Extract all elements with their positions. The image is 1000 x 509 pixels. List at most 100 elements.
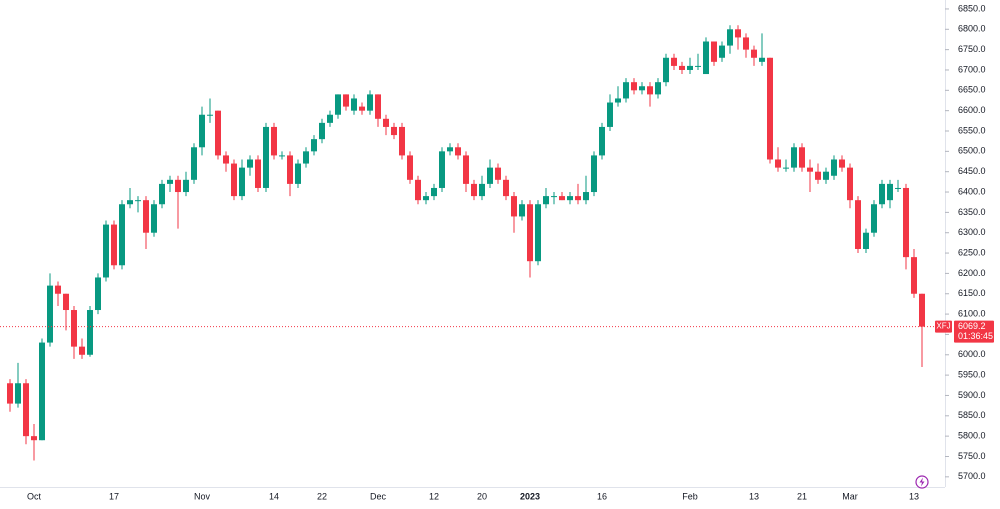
candle-body	[807, 167, 813, 172]
candle-body	[727, 29, 733, 46]
candle-body	[111, 224, 117, 266]
candle-body	[191, 147, 197, 180]
y-tick-label: 6800.0	[958, 24, 986, 34]
candle-body	[607, 102, 613, 127]
candle-body	[263, 126, 269, 188]
x-tick-label: 12	[429, 491, 439, 501]
candle-body	[319, 122, 325, 140]
candle-body	[383, 118, 389, 127]
x-tick-label: Feb	[682, 491, 698, 501]
candle-body	[543, 196, 549, 205]
candle-body	[575, 196, 581, 201]
y-tick-label: 6750.0	[958, 44, 986, 54]
candle-body	[311, 139, 317, 152]
candle-body	[791, 147, 797, 168]
candle-body	[767, 57, 773, 160]
candle-body	[911, 257, 917, 294]
candle-body	[679, 65, 685, 70]
candle-body	[367, 94, 373, 111]
candle-body	[535, 204, 541, 262]
symbol-label: XFJ	[936, 322, 950, 331]
candle-body	[47, 285, 53, 343]
y-tick-label: 5750.0	[958, 451, 986, 461]
y-tick-label: 6000.0	[958, 349, 986, 359]
candle-body	[479, 183, 485, 197]
candle-body	[423, 196, 429, 201]
candle-body	[303, 151, 309, 164]
x-tick-label: 13	[909, 491, 919, 501]
candle-body	[175, 179, 181, 193]
y-tick-label: 6300.0	[958, 227, 986, 237]
candle-body	[55, 285, 61, 294]
candle-body	[519, 204, 525, 217]
candle-body	[487, 167, 493, 184]
candle-body	[751, 49, 757, 58]
y-tick-label: 6350.0	[958, 207, 986, 217]
candle-body	[199, 114, 205, 148]
candle-body	[239, 167, 245, 197]
candle-body	[159, 183, 165, 205]
y-tick-label: 6500.0	[958, 146, 986, 156]
candle-body	[527, 204, 533, 262]
candle-body	[31, 436, 37, 441]
candle-body	[663, 57, 669, 83]
candle-body	[359, 106, 365, 111]
x-tick-label: Mar	[842, 491, 858, 501]
y-tick-label: 6200.0	[958, 268, 986, 278]
candle-body	[559, 196, 565, 201]
flash-icon[interactable]	[915, 475, 929, 489]
candle-body	[839, 159, 845, 168]
candle-body	[335, 94, 341, 115]
y-tick-label: 6600.0	[958, 105, 986, 115]
candle-body	[207, 114, 213, 116]
candle-body	[135, 200, 141, 202]
candle-body	[471, 183, 477, 197]
candle-body	[151, 204, 157, 233]
candle-body	[567, 196, 573, 201]
candle-body	[743, 37, 749, 50]
candle-body	[855, 200, 861, 249]
candle-body	[271, 126, 277, 156]
candle-body	[615, 98, 621, 103]
candle-body	[295, 163, 301, 184]
y-tick-label: 6400.0	[958, 186, 986, 196]
candle-body	[511, 196, 517, 217]
y-tick-label: 6850.0	[958, 3, 986, 13]
candle-body	[143, 200, 149, 233]
candle-body	[63, 293, 69, 311]
y-tick-label: 5850.0	[958, 410, 986, 420]
candle-body	[287, 155, 293, 184]
x-tick-label: 20	[477, 491, 487, 501]
candle-body	[279, 155, 285, 157]
candle-body	[623, 82, 629, 99]
x-tick-label: 2023	[520, 491, 540, 501]
candle-body	[695, 65, 701, 67]
countdown-label: 01:36:45	[958, 331, 993, 341]
candle-body	[127, 200, 133, 205]
last-price-badge	[954, 320, 994, 343]
candle-body	[895, 187, 901, 189]
symbol-badge	[935, 320, 952, 333]
y-tick-label: 6650.0	[958, 85, 986, 95]
candle-body	[903, 187, 909, 258]
flash-icon-bolt[interactable]	[919, 477, 925, 487]
y-tick-label: 5900.0	[958, 390, 986, 400]
candle-body	[503, 179, 509, 197]
candle-body	[719, 45, 725, 58]
x-tick-label: 21	[797, 491, 807, 501]
x-tick-label: 13	[749, 491, 759, 501]
y-tick-label: 6250.0	[958, 247, 986, 257]
x-tick-label: Oct	[27, 491, 42, 501]
candle-body	[599, 126, 605, 156]
candle-body	[735, 29, 741, 38]
candle-body	[583, 192, 589, 201]
candle-body	[231, 163, 237, 197]
candle-body	[647, 86, 653, 95]
candle-body	[711, 41, 717, 62]
x-tick-label: 14	[269, 491, 279, 501]
candle-body	[183, 179, 189, 193]
candle-body	[215, 110, 221, 156]
candle-body	[631, 82, 637, 91]
